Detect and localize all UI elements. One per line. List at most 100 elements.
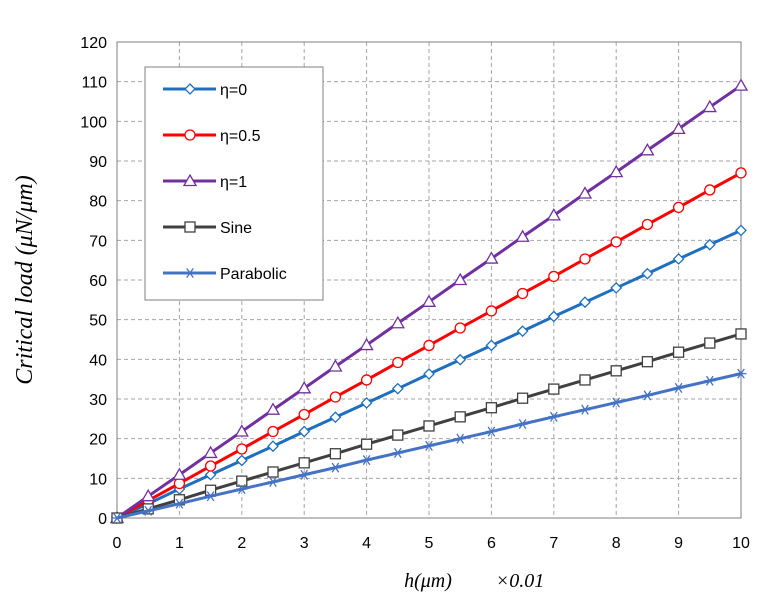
data-point [204,468,217,481]
marker-shape [391,382,404,395]
marker-shape [235,454,248,467]
marker-stroke [612,397,621,408]
data-point [454,433,466,444]
marker-stroke [393,447,402,458]
x-tick-label: 0 [113,535,122,552]
marker-shape [703,238,716,251]
data-point [485,305,498,317]
data-point [423,368,435,380]
marker-shape [298,408,310,421]
marker-stroke [674,382,683,393]
y-tick-label: 20 [89,432,107,449]
data-point [423,339,435,352]
marker-shape [203,445,218,459]
data-point [610,236,622,248]
legend: η=0 η=0.5 η=1 Sine Parabolic [144,66,324,301]
marker-shape [267,440,279,453]
data-point [392,447,404,458]
data-point [329,448,342,460]
marker-shape [672,201,685,214]
data-point [704,375,716,386]
marker-stroke [518,418,527,430]
marker-stroke [300,469,309,480]
marker-shape [204,460,217,472]
marker-shape [704,184,716,196]
legend-label: η=1 [220,174,247,191]
data-point [234,424,249,437]
data-point [702,99,717,113]
data-point [704,337,716,349]
marker-shape [360,397,373,409]
marker-stroke [456,433,465,444]
data-point [579,253,591,265]
marker-shape [640,142,655,156]
data-point [360,397,373,409]
series-group [109,78,749,524]
data-point [577,186,593,199]
data-point [517,418,529,430]
marker-shape [329,391,342,403]
data-point [235,454,248,467]
marker-shape [173,477,186,490]
data-point [485,339,498,352]
x-axis-scale-note: ×0.01 [496,570,545,592]
marker-shape [485,339,498,352]
marker-shape [236,475,248,487]
data-point [673,382,685,393]
marker-shape [329,411,342,424]
marker-shape [579,253,591,265]
marker-shape [735,328,747,340]
y-axis-title: Critical load (μN/μm) [12,175,38,384]
data-point [298,408,310,421]
data-point [548,411,560,422]
legend-label: Sine [220,220,252,237]
marker-shape [702,99,717,113]
data-point [267,440,279,453]
marker-stroke [144,505,153,516]
data-point [423,420,435,432]
data-point [641,356,654,368]
legend-swatch-marker [184,267,196,279]
marker-shape [735,224,747,237]
marker-shape [267,425,279,438]
data-point [173,477,186,490]
data-point [672,201,685,214]
y-tick-label: 100 [80,114,107,131]
legend-swatch-marker [184,83,196,95]
data-point [172,467,187,480]
data-point [267,476,279,487]
data-point [641,218,654,231]
data-point [609,164,624,178]
marker-stroke [113,512,121,524]
marker-stroke [175,498,184,509]
marker-shape [671,121,686,135]
legend-swatch-marker [184,221,196,233]
data-point [391,382,404,395]
data-point [548,270,560,283]
data-point [361,455,373,466]
y-tick-label: 70 [89,233,107,250]
marker-shape [329,448,342,460]
data-point [704,184,716,196]
marker-shape [547,310,560,323]
data-point [298,457,310,469]
marker-shape [609,164,624,178]
data-point [111,512,123,524]
marker-stroke [269,476,277,487]
data-point [579,296,591,309]
legend-label: η=0 [220,82,247,99]
marker-stroke [737,368,745,379]
marker-shape [548,383,560,395]
data-point [173,498,185,509]
marker-stroke [643,390,652,401]
legend-box [144,66,324,301]
data-point [672,346,685,358]
marker-stroke [331,462,340,473]
x-tick-label: 4 [362,535,371,552]
y-tick-label: 30 [89,392,107,409]
marker-shape [641,218,654,231]
data-point [329,391,342,403]
marker-shape [360,438,373,450]
marker-shape [141,488,156,502]
data-point [733,78,749,91]
